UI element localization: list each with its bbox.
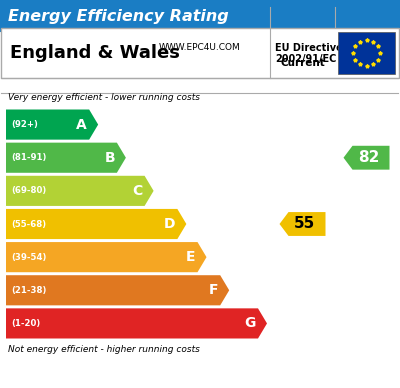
Polygon shape xyxy=(6,242,206,272)
Polygon shape xyxy=(6,275,229,305)
Text: Very energy efficient - lower running costs: Very energy efficient - lower running co… xyxy=(8,94,200,102)
Text: (69-80): (69-80) xyxy=(11,186,46,195)
Text: Potential: Potential xyxy=(340,57,393,68)
Bar xyxy=(1,7,399,32)
Text: England & Wales: England & Wales xyxy=(10,44,180,62)
Text: 82: 82 xyxy=(358,150,380,165)
Bar xyxy=(1,28,399,78)
Text: D: D xyxy=(164,217,175,231)
Polygon shape xyxy=(6,176,154,206)
Text: 55: 55 xyxy=(294,217,315,232)
Polygon shape xyxy=(6,143,126,173)
Text: A: A xyxy=(76,118,87,132)
Text: F: F xyxy=(209,283,218,297)
Bar xyxy=(338,32,395,74)
Text: C: C xyxy=(132,184,143,198)
Text: Energy Efficiency Rating: Energy Efficiency Rating xyxy=(8,9,229,24)
Text: G: G xyxy=(245,317,256,331)
Polygon shape xyxy=(344,146,390,170)
Polygon shape xyxy=(6,308,267,338)
Text: (81-91): (81-91) xyxy=(11,153,46,162)
Text: Current: Current xyxy=(280,57,325,68)
Polygon shape xyxy=(6,209,186,239)
Bar xyxy=(0,0,400,32)
Text: (21-38): (21-38) xyxy=(11,286,46,295)
Text: (92+): (92+) xyxy=(11,120,38,129)
Text: WWW.EPC4U.COM: WWW.EPC4U.COM xyxy=(159,43,241,52)
Text: B: B xyxy=(104,151,115,165)
Text: (55-68): (55-68) xyxy=(11,220,46,229)
Text: (39-54): (39-54) xyxy=(11,253,46,262)
Polygon shape xyxy=(6,109,98,140)
Text: (1-20): (1-20) xyxy=(11,319,40,328)
Text: Not energy efficient - higher running costs: Not energy efficient - higher running co… xyxy=(8,345,200,353)
Text: EU Directive: EU Directive xyxy=(275,43,343,53)
Text: E: E xyxy=(186,250,196,264)
Text: 2002/91/EC: 2002/91/EC xyxy=(275,54,336,64)
Polygon shape xyxy=(280,212,326,236)
